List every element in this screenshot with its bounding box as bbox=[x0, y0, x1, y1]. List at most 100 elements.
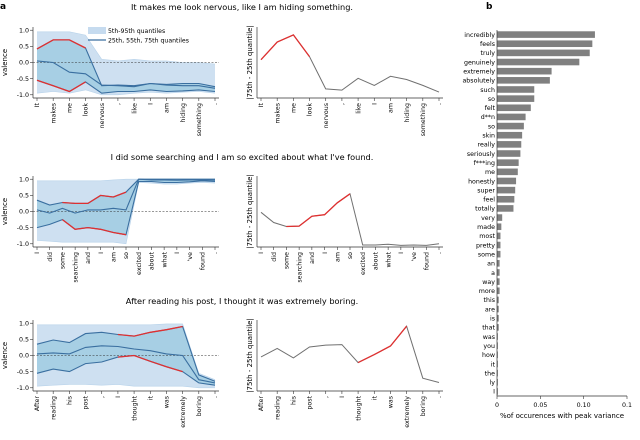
peak-bar-label: so bbox=[488, 123, 495, 130]
peak-bar-label: genuinely bbox=[464, 59, 495, 66]
sent2-valence-xtick-label: I bbox=[98, 252, 105, 254]
peak-bar-label: way bbox=[482, 279, 495, 286]
sent3-valence-xtick-label: After bbox=[34, 396, 41, 412]
sent3-valence-ytick-label: 1.0 bbox=[19, 320, 29, 327]
peak-xtick-label: 0.1 bbox=[622, 402, 632, 409]
sent3-valence-ytick-label: -0.5 bbox=[17, 369, 29, 376]
peak-bar-label: the bbox=[485, 370, 495, 377]
peak-xlabel: %of occurences with peak variance bbox=[500, 412, 624, 420]
sent3-valence-xtick-label: it bbox=[147, 395, 154, 400]
peak-bar bbox=[497, 296, 499, 304]
sent2-iqr-xtick-label: excited bbox=[360, 252, 367, 275]
peak-bar bbox=[497, 324, 499, 331]
sent3-iqr-highlight bbox=[357, 325, 408, 364]
peak-bar bbox=[497, 168, 518, 176]
sent2-valence-xtick-label: I bbox=[174, 252, 181, 254]
peak-bar-label: made bbox=[477, 224, 495, 231]
peak-bar bbox=[497, 232, 501, 240]
sent2-valence-ytick-label: 0.5 bbox=[19, 193, 29, 200]
peak-bar bbox=[497, 31, 595, 38]
sent3-valence-hl-75th bbox=[117, 325, 183, 337]
sent2-iqr-xtick-label: 've bbox=[411, 252, 418, 261]
peak-bar-label: very bbox=[481, 215, 495, 222]
sent1-valence-xtick-label: me bbox=[67, 103, 74, 113]
peak-bar bbox=[497, 177, 517, 185]
sent2-valence-ytick-label: -1.0 bbox=[17, 241, 29, 248]
peak-bar-label: a bbox=[491, 270, 495, 277]
peak-bar bbox=[497, 58, 580, 66]
peak-bar-label: absolutely bbox=[462, 78, 495, 85]
sent3-valence-xtick-label: reading bbox=[50, 396, 57, 420]
sent2-valence-xtick-label: some bbox=[60, 252, 67, 269]
peak-bar bbox=[497, 104, 531, 112]
peak-xtick-label: 0.10 bbox=[577, 402, 591, 409]
sent2-valence-ytick-label: -0.5 bbox=[17, 225, 29, 232]
sent1-valence-hl-25th bbox=[36, 79, 86, 93]
peak-bar-label: honestly bbox=[468, 178, 495, 185]
sent3-iqr-xtick-label: it bbox=[371, 395, 378, 400]
sent3-iqr-xtick-label: post bbox=[307, 395, 314, 409]
sent2-valence-xtick-label: . bbox=[212, 252, 219, 254]
peak-bar-label: I bbox=[493, 389, 495, 396]
sent1-valence-ylabel: valence bbox=[1, 49, 9, 76]
sent3-valence-xtick-label: . bbox=[212, 396, 219, 398]
peak-bar bbox=[497, 77, 550, 84]
sent2-iqr-xtick-label: and bbox=[309, 252, 316, 264]
peak-bar bbox=[497, 186, 516, 194]
peak-bar bbox=[497, 287, 500, 295]
peak-bar-label: felt bbox=[485, 105, 496, 112]
peak-bar bbox=[497, 360, 498, 368]
peak-bar bbox=[497, 95, 535, 102]
peak-bar bbox=[497, 205, 514, 212]
peak-bar bbox=[497, 40, 593, 48]
sent1-valence-line-5 bbox=[36, 89, 216, 96]
peak-bar-label: so bbox=[488, 96, 495, 103]
peak-bar bbox=[497, 260, 500, 267]
sent3-valence-xtick-label: his bbox=[67, 396, 74, 405]
sent1-iqr-xtick-label: I bbox=[371, 103, 378, 105]
sent1-valence-ytick-label: 1.0 bbox=[19, 27, 29, 34]
sent1-valence-xtick-label: . bbox=[212, 103, 219, 105]
panel-label-b: b bbox=[486, 2, 493, 12]
sent3-valence-line-95 bbox=[37, 323, 216, 380]
peak-bar-label: skin bbox=[482, 133, 495, 140]
peak-bar bbox=[497, 113, 526, 121]
peak-bar bbox=[497, 369, 498, 377]
peak-bar-label: f***ing bbox=[474, 160, 495, 167]
peak-bar bbox=[497, 388, 498, 395]
peak-bar bbox=[497, 314, 499, 322]
peak-bar-label: more bbox=[479, 288, 495, 295]
sent1-valence-ytick-label: 0.5 bbox=[19, 44, 29, 51]
sent1-iqr-xtick-label: something bbox=[420, 103, 427, 136]
sent1-valence-title: It makes me look nervous, like I am hidi… bbox=[131, 2, 353, 12]
peak-bar-label: was bbox=[483, 334, 495, 341]
sent2-valence-xtick-label: so bbox=[123, 252, 130, 259]
sent2-valence-xtick-label: 've bbox=[187, 252, 194, 261]
sent1-valence-xtick-label: am bbox=[164, 103, 171, 113]
sent3-iqr-xtick-label: extremely bbox=[404, 396, 411, 428]
sent3-valence-ytick-label: 0.0 bbox=[19, 353, 29, 360]
peak-bar-label: incredibly bbox=[464, 32, 495, 39]
sent1-valence-xtick-label: It bbox=[34, 102, 41, 107]
sent3-valence-xtick-label: boring bbox=[196, 396, 203, 416]
sent2-valence-ytick-label: 1.0 bbox=[19, 176, 29, 183]
peak-bar-label: most bbox=[479, 233, 495, 240]
sent1-iqr-ylabel: |75th - 25th quantile| bbox=[246, 25, 254, 100]
sent2-iqr-xtick-label: what bbox=[385, 251, 392, 267]
sent2-valence-xtick-label: searching bbox=[72, 252, 79, 283]
sent1-iqr-xtick-label: me bbox=[291, 103, 298, 113]
peak-bar bbox=[497, 278, 500, 285]
peak-bar-label: totally bbox=[475, 206, 495, 213]
sent2-valence-xtick-label: did bbox=[47, 252, 54, 262]
peak-bar-label: it bbox=[491, 361, 496, 368]
sent2-iqr-xtick-label: searching bbox=[296, 252, 303, 283]
sent3-valence-xtick-label: extremely bbox=[180, 396, 187, 428]
peak-bar-label: you bbox=[483, 343, 495, 350]
peak-bar bbox=[497, 150, 521, 157]
peak-bar bbox=[497, 131, 523, 139]
peak-bar bbox=[497, 122, 524, 130]
peak-bar-label: d**n bbox=[481, 114, 495, 121]
peak-bar bbox=[497, 195, 515, 203]
sent1-valence-xtick-label: like bbox=[131, 103, 138, 114]
